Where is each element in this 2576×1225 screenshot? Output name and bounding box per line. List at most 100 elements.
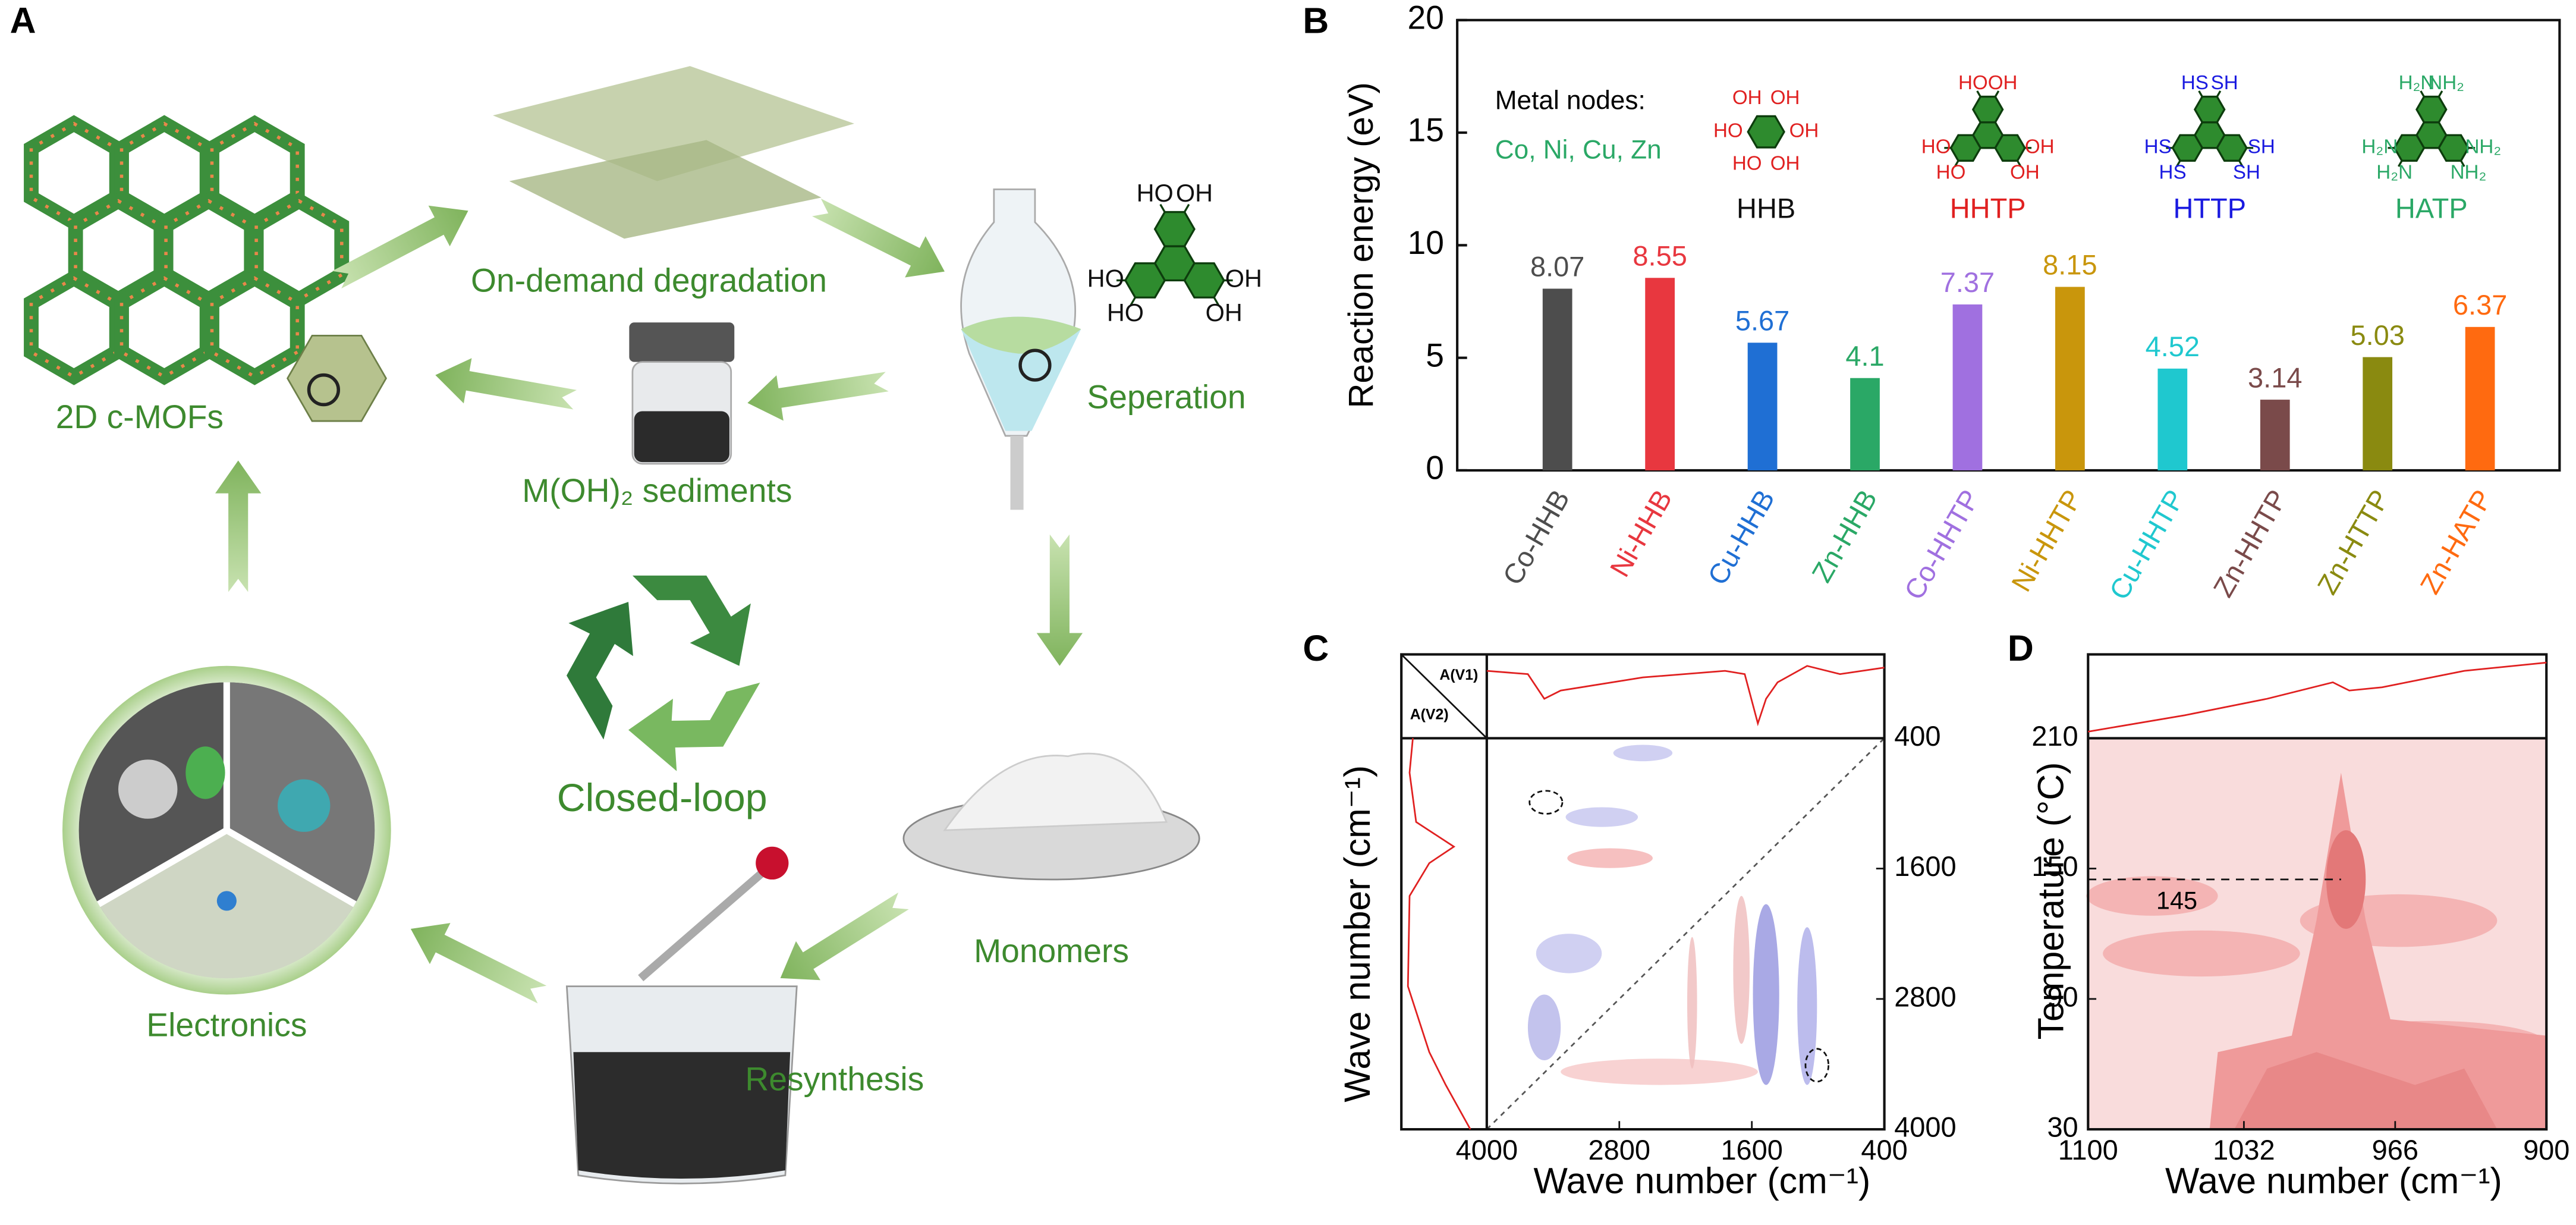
group-label: OH xyxy=(1789,120,1819,142)
arrow xyxy=(215,460,262,592)
bond xyxy=(2420,90,2425,98)
group-label: NH₂ xyxy=(2428,72,2464,94)
magnifier xyxy=(307,373,341,407)
step-label: On-demand degradation xyxy=(471,262,827,299)
mof-ring xyxy=(205,269,305,385)
value-label: 8.55 xyxy=(1633,240,1687,272)
bond xyxy=(2175,160,2181,167)
x-tick-label: Zn-HHTP xyxy=(2207,484,2293,602)
value-label: 5.67 xyxy=(1735,305,1789,337)
plot-frame xyxy=(1400,653,1886,1131)
ring xyxy=(1153,211,1196,247)
step-label: Electronics xyxy=(146,1006,307,1043)
contour-blob xyxy=(2234,1052,2498,1130)
group-label: HO xyxy=(1713,120,1743,142)
bar xyxy=(2363,357,2393,470)
group-label: OH xyxy=(1770,87,1800,109)
bar xyxy=(1645,278,1675,470)
group-label: HO xyxy=(1958,72,1988,94)
panel-label: A xyxy=(10,0,36,40)
arrow xyxy=(780,892,909,981)
spectrum xyxy=(1407,738,1471,1130)
ring xyxy=(1124,262,1166,299)
x-tick-label: Ni-HHTP xyxy=(2005,484,2089,596)
contour-blob xyxy=(1536,934,1602,973)
group-label: OH xyxy=(1176,179,1213,207)
structure-name: HHB xyxy=(1737,193,1795,224)
illustrations xyxy=(62,66,1200,1185)
recycle-arrow xyxy=(628,682,760,771)
contour-blob xyxy=(1527,994,1561,1061)
highlight xyxy=(1528,790,1564,815)
group-label: OH xyxy=(1732,87,1762,109)
x-tick-label: 966 xyxy=(2372,1134,2418,1166)
bond xyxy=(1130,297,1136,306)
y-tick-label: 15 xyxy=(1408,112,1444,149)
arrow xyxy=(1036,534,1083,666)
bar xyxy=(1952,304,1983,470)
x-tick-label: Cu-HHB xyxy=(1701,484,1781,590)
group-label: HO xyxy=(1087,264,1124,292)
group-label: HO xyxy=(1732,153,1762,175)
group-label: HO xyxy=(1137,179,1174,207)
highlight xyxy=(1804,1048,1830,1083)
arrow xyxy=(435,358,577,410)
group-label: H₂N xyxy=(2361,136,2398,158)
bar xyxy=(1747,343,1778,470)
step-label: M(OH)₂ sediments xyxy=(522,472,792,509)
note: Co, Ni, Cu, Zn xyxy=(1495,136,1662,165)
group-label: HO xyxy=(1936,162,1966,184)
contour-blob xyxy=(2209,772,2547,1130)
value-label: 4.52 xyxy=(2146,331,2200,362)
ring xyxy=(2415,95,2448,124)
step-label: 2D c-MOFs xyxy=(56,398,224,435)
y-tick-label: 150 xyxy=(2031,850,2078,882)
step-label: Resynthesis xyxy=(745,1061,924,1098)
arrow xyxy=(747,372,889,421)
structure-name: HHTP xyxy=(1950,193,2026,224)
bond xyxy=(2216,90,2222,98)
recycle-symbol xyxy=(567,575,760,771)
plot-frame xyxy=(2087,653,2548,1131)
group-label: OH xyxy=(1770,153,1800,175)
y-tick-label: 4000 xyxy=(1894,1111,1957,1142)
group-label: H₂N xyxy=(2376,162,2413,184)
ring xyxy=(2216,134,2248,162)
ring xyxy=(1949,134,1982,162)
x-tick-label: 1600 xyxy=(1721,1134,1782,1166)
x-tick-label: Co-HHTP xyxy=(1898,484,1986,605)
spectrum xyxy=(1486,665,1885,727)
y-tick-label: 5 xyxy=(1426,337,1444,373)
group-label: HS xyxy=(2159,162,2187,184)
ring xyxy=(2393,134,2426,162)
group-label: NH₂ xyxy=(2465,136,2501,158)
x-axis-label: Wave number (cm⁻¹) xyxy=(1533,1160,1870,1201)
bar xyxy=(2157,368,2188,470)
group-label: SH xyxy=(2248,136,2275,158)
y-axis-label: Wave number (cm⁻¹) xyxy=(1337,765,1377,1102)
y-tick-label: 90 xyxy=(2047,981,2078,1012)
bond xyxy=(2437,90,2443,98)
group-label: OH xyxy=(1206,299,1243,326)
value-label: 7.37 xyxy=(1940,266,1995,298)
value-label: 3.14 xyxy=(2248,362,2302,393)
corner-label: A(V2) xyxy=(1410,706,1449,723)
y-tick-label: 0 xyxy=(1426,450,1444,486)
bond xyxy=(1976,90,1981,98)
y-tick-label: 210 xyxy=(2031,720,2078,752)
contour-blob xyxy=(1687,937,1697,1069)
value-label: 5.03 xyxy=(2350,319,2404,351)
step-label: Closed-loop xyxy=(557,776,768,820)
y-tick-label: 2800 xyxy=(1894,981,1957,1012)
ring xyxy=(1994,134,2026,162)
y-tick-label: 400 xyxy=(1894,720,1940,752)
step-label: Seperation xyxy=(1087,379,1245,416)
arrow xyxy=(410,923,547,1004)
ring xyxy=(2193,95,2226,124)
structure-name: HATP xyxy=(2395,193,2468,224)
ring xyxy=(2171,134,2204,162)
contour-blob xyxy=(1613,745,1673,762)
y-tick-label: 1600 xyxy=(1894,850,1957,882)
x-tick-label: 1100 xyxy=(2058,1134,2118,1166)
